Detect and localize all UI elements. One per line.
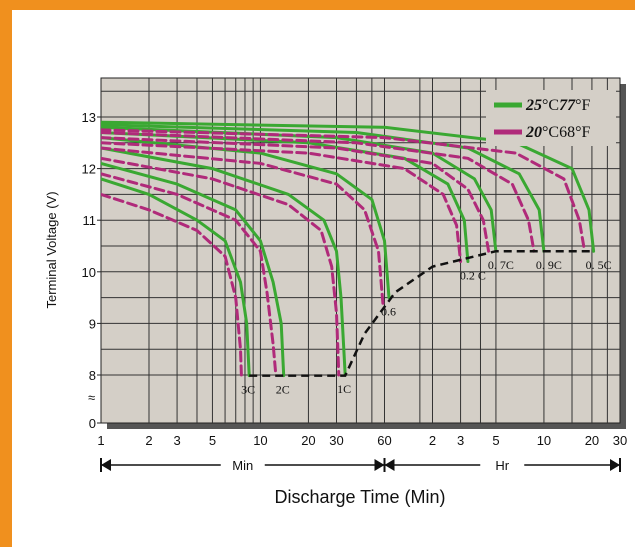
series-0_9C-20C (101, 131, 536, 253)
x-tick-3: 5 (209, 433, 216, 448)
legend-bg (486, 90, 616, 146)
y-axis-ticks: 0 8 9 10 11 12 13 (82, 110, 101, 431)
cutoff-layer (249, 249, 594, 377)
rate-label-2C: 2C (276, 383, 290, 397)
series-0_2C-25C (101, 131, 470, 263)
span-arrow-left-1 (384, 459, 395, 471)
rate-label-0_9C: 0. 9C (536, 258, 562, 272)
rate-label-1C: 1C (337, 382, 351, 396)
y-tick-0: 0 (89, 416, 96, 431)
series-0_5C-25C (101, 120, 596, 253)
x-tick-13: 30 (613, 433, 627, 448)
legend-20c-rest: °C68 (542, 124, 575, 141)
rate-label-0_7C: 0. 7C (488, 258, 514, 272)
span-label-hr: Hr (495, 458, 509, 473)
series-0_9C-25C (101, 123, 546, 253)
series-1C-25C (101, 146, 347, 377)
rate-label-0_2C: 0.2 C (460, 268, 486, 282)
x-tick-5: 20 (301, 433, 315, 448)
legend-25c-rest2: °F (575, 97, 590, 114)
legend-25c-bold2: 77 (559, 97, 576, 114)
y-tick-10: 10 (82, 265, 96, 280)
x-tick-8: 2 (429, 433, 436, 448)
y-axis-title: Terminal Voltage (V) (44, 191, 59, 308)
legend-label-20c: 20°C68°F (525, 124, 590, 141)
x-tick-12: 20 (585, 433, 599, 448)
series-2C-25C (101, 161, 286, 378)
legend-25c-bold: 25 (525, 97, 542, 114)
y-tick-11: 11 (83, 213, 97, 228)
x-tick-7: 60 (377, 433, 391, 448)
span-arrow-right-0 (374, 459, 385, 471)
x-tick-0: 1 (97, 433, 104, 448)
series-0_2C-20C (101, 141, 463, 263)
series-2C-20C (101, 172, 278, 378)
rate-label-3C: 3C (241, 383, 255, 397)
span-arrow-right-1 (610, 459, 620, 471)
x-tick-10: 5 (492, 433, 499, 448)
x-axis-title: Discharge Time (Min) (274, 487, 445, 507)
x-tick-9: 3 (457, 433, 464, 448)
y-tick-12: 12 (82, 162, 96, 177)
x-tick-6: 30 (329, 433, 343, 448)
y-break-symbol: ≈ (88, 390, 95, 405)
series-layer (101, 120, 596, 378)
y-tick-8: 8 (89, 368, 96, 383)
rate-label-0_5C: 0. 5C (586, 258, 612, 272)
span-label-min: Min (232, 458, 253, 473)
series-3C-25C (101, 177, 251, 378)
cutoff-voltage-line (249, 249, 594, 377)
x-axis-ticks: 1 2 3 5 10 20 30 60 2 3 5 10 20 30 (97, 433, 627, 448)
span-arrow-left-0 (101, 459, 111, 471)
rate-label-0_6C: 0.6 (381, 305, 396, 319)
series-3C-20C (101, 192, 243, 378)
series-1C-20C (101, 156, 341, 377)
series-0_6C-20C (101, 146, 385, 310)
legend-25c-rest: °C (542, 97, 559, 114)
series-0_5C-20C (101, 128, 587, 253)
unit-spans: Min Hr (100, 458, 621, 473)
legend-label-25c: 25°C77°F (525, 97, 590, 114)
series-0_7C-20C (101, 136, 491, 253)
y-tick-13: 13 (82, 110, 96, 125)
legend-20c-bold: 20 (525, 124, 542, 141)
y-tick-9: 9 (89, 316, 96, 331)
legend: 25°C77°F 20°C68°F (486, 90, 616, 146)
x-tick-11: 10 (537, 433, 551, 448)
x-tick-4: 10 (253, 433, 267, 448)
x-tick-1: 2 (145, 433, 152, 448)
x-tick-2: 3 (173, 433, 180, 448)
legend-20c-rest2: °F (575, 124, 590, 141)
rate-labels: 3C 2C 1C 0.6 0.2 C0. 7C 0. 9C 0. 5C (241, 258, 611, 396)
